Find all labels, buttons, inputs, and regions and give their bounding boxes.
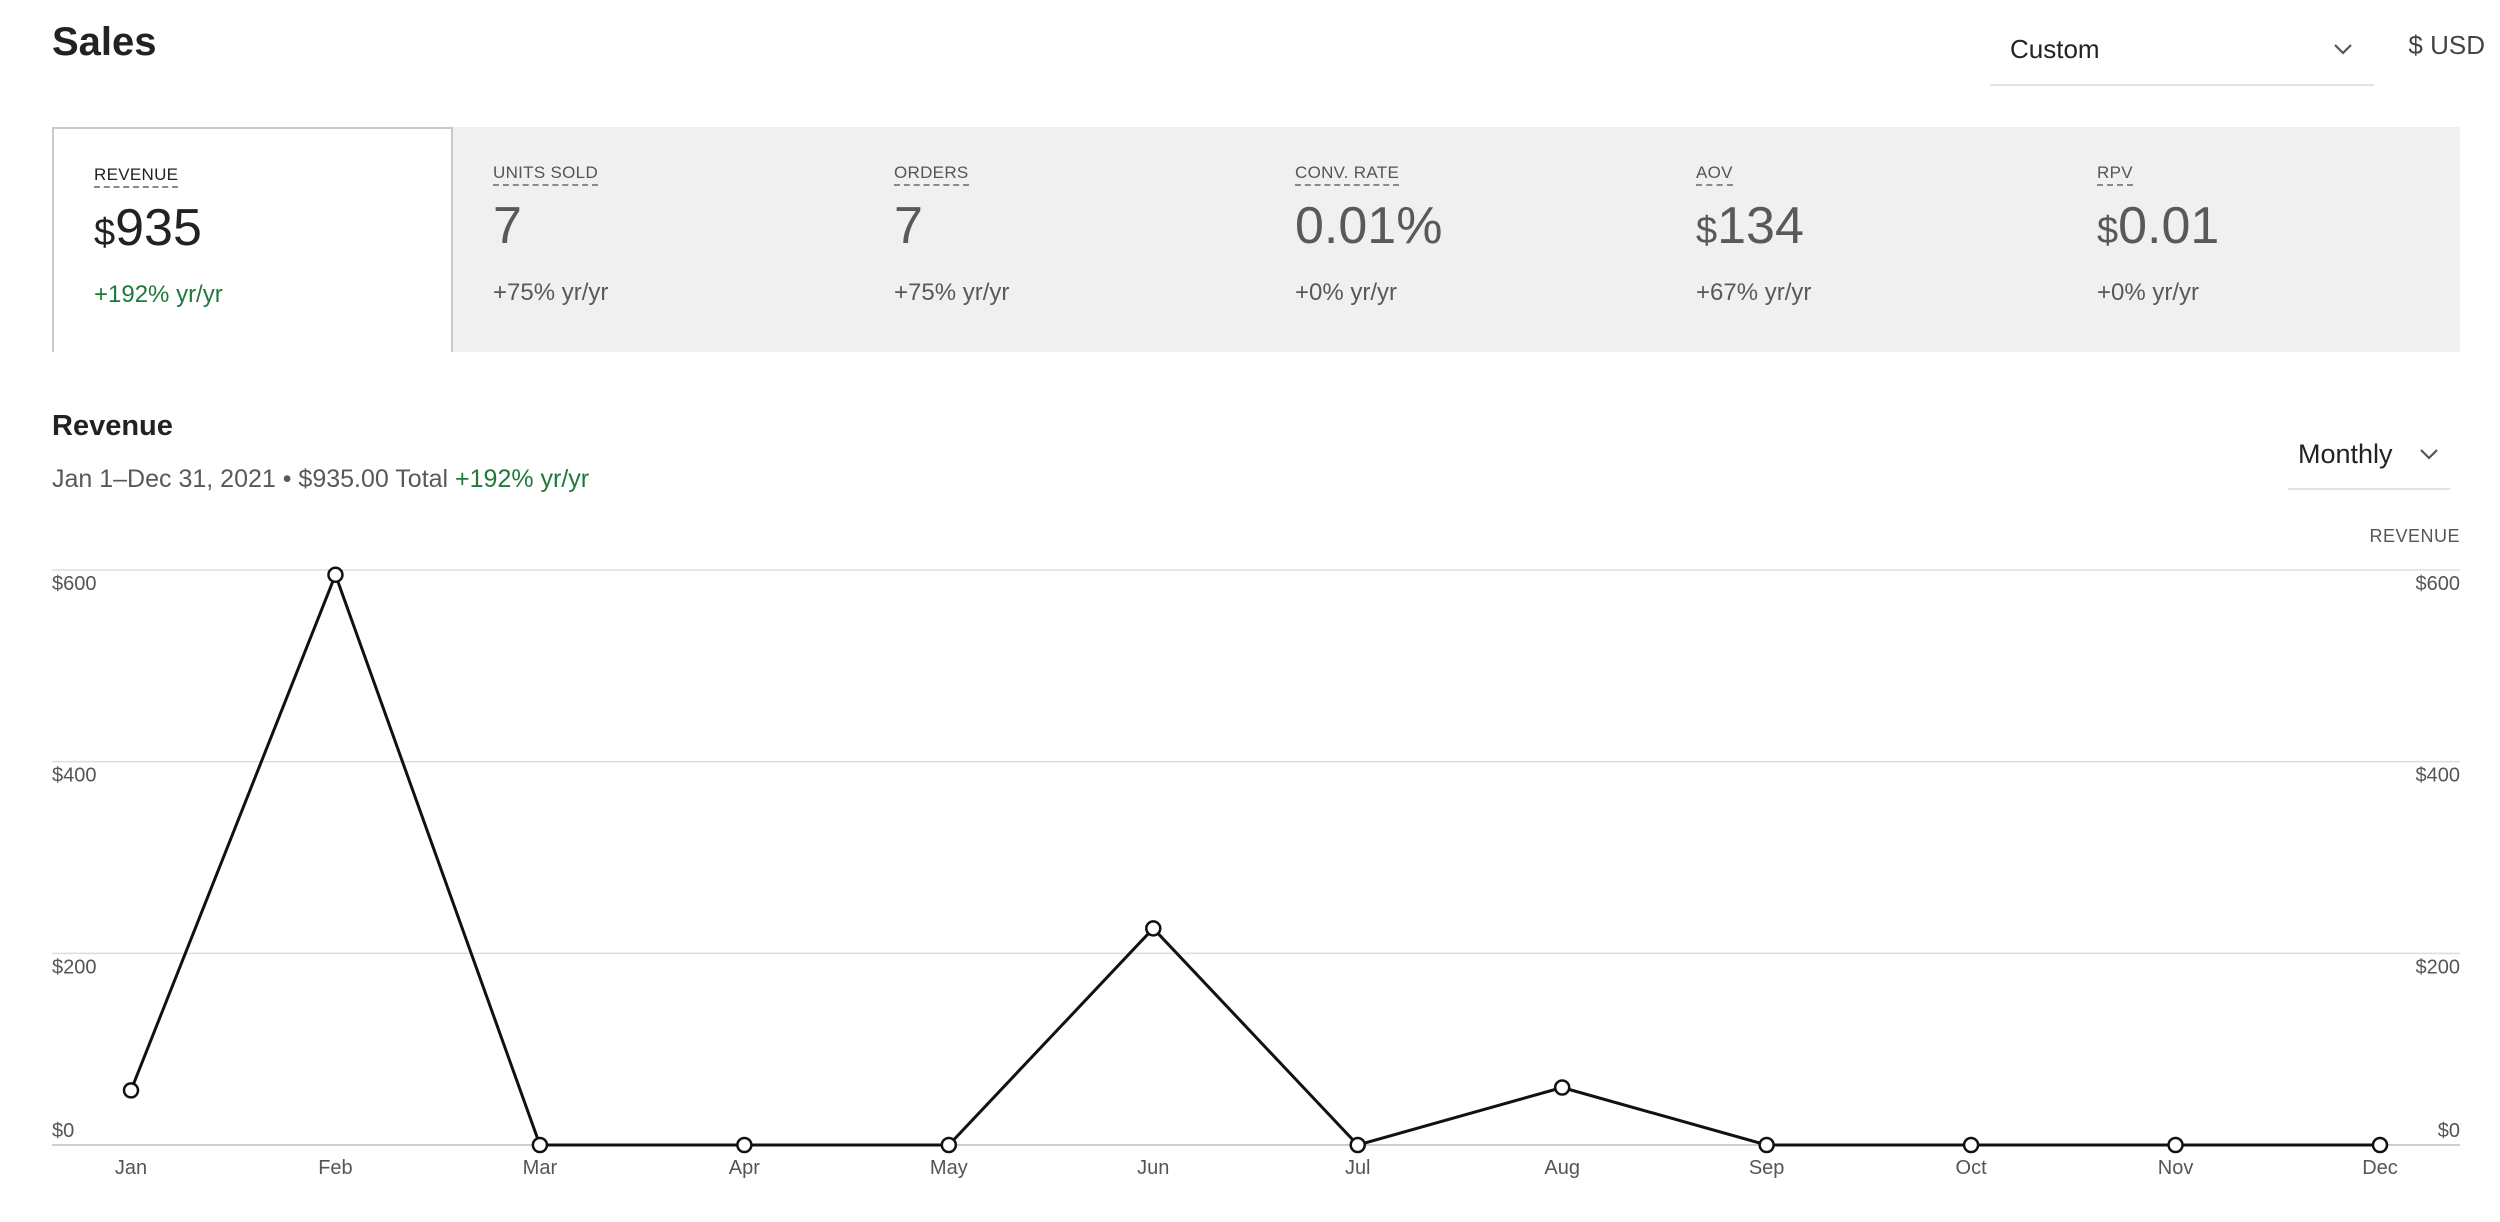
metric-tiles: REVENUE $935 +192% yr/yr UNITS SOLD 7 +7… (52, 127, 2460, 352)
metric-value: $935 (94, 199, 202, 257)
data-point[interactable] (1758, 1136, 1775, 1154)
y-tick-label-right: $600 (2416, 573, 2461, 595)
metric-tile-orders[interactable]: ORDERS 7 +75% yr/yr (854, 127, 1255, 352)
date-range-value: Custom (2010, 33, 2100, 64)
page-title: Sales (52, 20, 157, 64)
data-point[interactable] (2371, 1136, 2389, 1154)
chart-series (129, 573, 2380, 1147)
series-line (129, 573, 2380, 1147)
x-tick-label: Mar (523, 1157, 558, 1179)
metric-tile-units-sold[interactable]: UNITS SOLD 7 +75% yr/yr (453, 127, 854, 352)
currency-label[interactable]: $ USD (2408, 30, 2485, 60)
y-tick-label-left: $600 (52, 573, 97, 595)
chart-title: Revenue (52, 410, 173, 442)
metric-label: REVENUE (94, 165, 179, 188)
metric-value: $0.01 (2097, 197, 2220, 255)
data-point[interactable] (1349, 1136, 1366, 1154)
data-point[interactable] (1553, 1079, 1571, 1096)
chart-summary-text: Jan 1–Dec 31, 2021 • $935.00 Total (52, 465, 449, 493)
metric-value: 0.01% (1295, 197, 1443, 255)
data-point[interactable] (940, 1136, 958, 1154)
x-tick-label: Sep (1749, 1157, 1785, 1179)
metric-tile-conv-rate[interactable]: CONV. RATE 0.01% +0% yr/yr (1255, 127, 1656, 352)
data-point[interactable] (2167, 1136, 2184, 1154)
data-point[interactable] (736, 1136, 753, 1154)
interval-value: Monthly (2298, 438, 2393, 469)
y-tick-label-right: $0 (2438, 1120, 2460, 1142)
chart-gridlines (52, 569, 2460, 1146)
chart-subtitle: Jan 1–Dec 31, 2021 • $935.00 Total +192%… (52, 465, 589, 494)
x-tick-label: Jun (1137, 1157, 1169, 1179)
x-tick-label: Dec (2362, 1157, 2398, 1179)
y-tick-label-left: $200 (52, 956, 97, 978)
chart-points (122, 566, 2389, 1154)
y-tick-label-left: $0 (52, 1120, 74, 1142)
metric-value: 7 (493, 197, 522, 255)
metric-change: +192% yr/yr (94, 281, 223, 308)
metric-change: +67% yr/yr (1696, 279, 1812, 306)
metric-label: RPV (2097, 163, 2133, 186)
data-point[interactable] (531, 1136, 549, 1154)
x-tick-label: Feb (318, 1157, 352, 1179)
x-tick-label: Oct (1956, 1157, 1988, 1179)
metric-value: 7 (894, 197, 923, 255)
metric-tile-rpv[interactable]: RPV $0.01 +0% yr/yr (2057, 127, 2458, 352)
data-point[interactable] (1962, 1136, 1980, 1154)
chart-axes: $0 $0 $200 $200 $400 $400 $600 $600 REVENUE Jan Fe… (52, 526, 2460, 1179)
x-tick-label: Apr (729, 1157, 760, 1179)
chart-change-text: +192% yr/yr (455, 465, 590, 493)
x-tick-label: Jan (115, 1157, 147, 1179)
data-point[interactable] (327, 566, 344, 584)
metric-value: $134 (1696, 197, 1804, 255)
data-point[interactable] (122, 1082, 140, 1099)
date-range-dropdown[interactable]: Custom (1990, 14, 2374, 86)
metric-change: +75% yr/yr (894, 279, 1010, 306)
metric-tile-aov[interactable]: AOV $134 +67% yr/yr (1656, 127, 2057, 352)
y-tick-label-left: $400 (52, 765, 97, 787)
metric-change: +75% yr/yr (493, 279, 609, 306)
x-tick-label: Jul (1345, 1157, 1371, 1179)
metric-change: +0% yr/yr (1295, 279, 1398, 306)
metric-label: UNITS SOLD (493, 163, 599, 186)
metric-label: ORDERS (894, 163, 969, 186)
metric-change: +0% yr/yr (2097, 279, 2200, 306)
chevron-down-icon (2420, 449, 2438, 460)
x-tick-label: Aug (1544, 1157, 1580, 1179)
data-point[interactable] (1145, 920, 1162, 937)
metric-label: AOV (1696, 163, 1733, 186)
interval-dropdown[interactable]: Monthly (2288, 420, 2450, 490)
chevron-down-icon (2334, 44, 2352, 55)
y-tick-label-right: $400 (2416, 765, 2461, 787)
metric-tile-revenue[interactable]: REVENUE $935 +192% yr/yr (52, 127, 453, 352)
right-axis-series-label: REVENUE (2369, 526, 2460, 546)
x-tick-label: May (930, 1157, 968, 1179)
metric-label: CONV. RATE (1295, 163, 1400, 186)
x-tick-label: Nov (2158, 1157, 2194, 1179)
y-tick-label-right: $200 (2416, 956, 2461, 978)
